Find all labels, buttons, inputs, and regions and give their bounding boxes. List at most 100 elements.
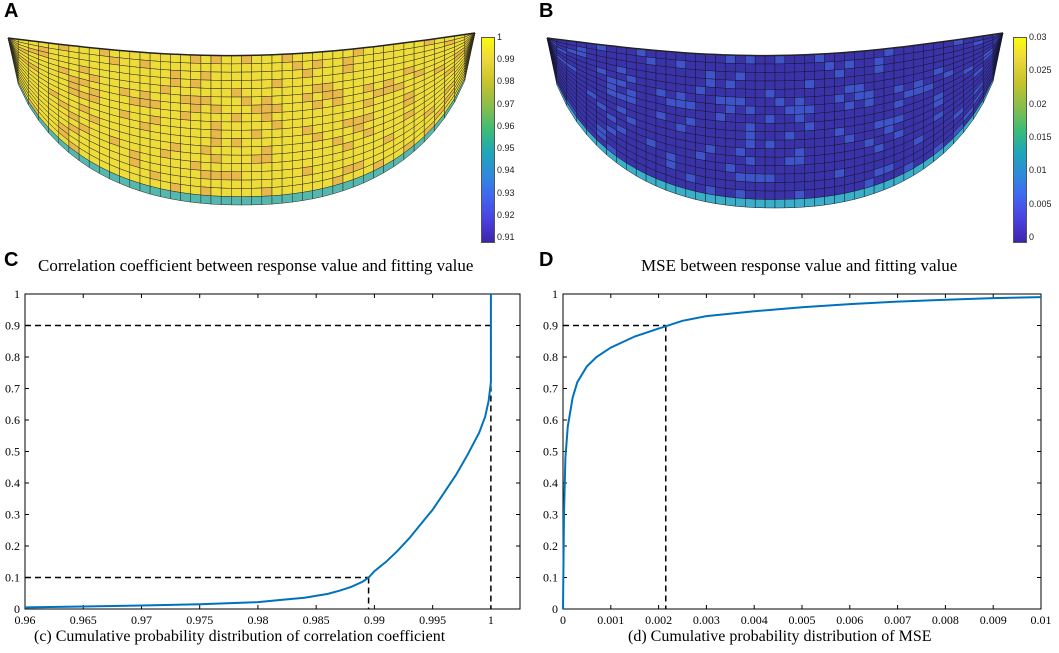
mesh-cell — [764, 106, 776, 116]
mesh-cell — [695, 101, 706, 112]
mesh-cell — [814, 120, 825, 131]
mesh-cell — [824, 86, 835, 97]
mesh-cell — [784, 71, 796, 82]
mesh-cell — [863, 57, 875, 68]
mesh-cell — [281, 135, 293, 146]
mesh-cell — [160, 108, 171, 119]
y-tick-label: 0.6 — [543, 413, 558, 427]
mesh-cell — [784, 181, 796, 192]
mesh-cell — [725, 146, 736, 157]
mesh-cell — [794, 62, 805, 73]
mesh-cell — [241, 146, 252, 156]
mesh-cell — [745, 72, 756, 82]
mesh-cell — [854, 83, 865, 93]
mesh-cell — [794, 54, 805, 64]
mesh-cell — [824, 128, 835, 139]
mesh-cell — [754, 114, 766, 124]
y-tick-label: 0.2 — [5, 539, 20, 553]
mesh-cell — [220, 55, 232, 65]
mesh-cell — [251, 104, 263, 114]
mesh-cell — [190, 193, 202, 204]
mesh-cell — [231, 55, 242, 65]
x-tick-label: 0.995 — [419, 613, 446, 627]
mesh-cell — [824, 194, 835, 206]
mesh-cell — [322, 74, 334, 85]
mesh-cell — [735, 71, 746, 81]
mesh-cell — [464, 32, 476, 81]
mesh-cell — [160, 100, 171, 111]
mesh-cell — [281, 119, 293, 130]
mesh-cell — [261, 145, 273, 156]
mesh-cell — [170, 61, 181, 71]
mesh-cell — [190, 120, 202, 130]
mesh-cell — [735, 96, 746, 107]
mesh-cell — [754, 105, 766, 116]
x-tick-label: 0.004 — [741, 613, 768, 627]
mesh-cell — [804, 180, 815, 191]
mesh-cell — [261, 137, 273, 147]
chart-c: 0.96 0.965 0.97 0.975 0.98 0.985 0.99 0.995 1 0 0.… — [5, 287, 521, 627]
mesh-cell — [824, 153, 835, 164]
mesh-cell — [119, 57, 131, 67]
mesh-cell — [241, 55, 252, 65]
mesh-cell — [834, 193, 845, 204]
mesh-cell — [231, 71, 242, 81]
mesh-cell — [292, 126, 303, 137]
mesh-cell — [794, 71, 805, 81]
mesh-cell — [774, 173, 786, 183]
mesh-cell — [685, 84, 696, 95]
mesh-cell — [210, 170, 222, 181]
mesh-cell — [774, 156, 786, 166]
mesh-cell — [180, 151, 191, 162]
mesh-cell — [735, 130, 746, 140]
y-tick-label: 0 — [14, 602, 20, 616]
mesh-cell — [735, 63, 746, 73]
mesh-cell — [180, 119, 191, 129]
mesh-cell — [190, 169, 202, 179]
mesh-cell — [251, 71, 263, 81]
mesh-cell — [231, 113, 242, 123]
mesh-cell — [271, 186, 283, 197]
mesh-cell — [190, 177, 202, 188]
mesh-cell — [220, 71, 232, 81]
mesh-cell — [784, 97, 796, 107]
mesh-cell — [292, 85, 303, 96]
mesh-cell — [754, 182, 766, 192]
mesh-a-surface — [7, 32, 476, 206]
colorbar-b — [1013, 37, 1027, 243]
mesh-cell — [725, 154, 736, 165]
mesh-cell — [745, 189, 756, 200]
x-tick-label: 0.003 — [693, 613, 720, 627]
mesh-cell — [745, 63, 756, 73]
mesh-cell — [241, 196, 252, 206]
mesh-cell — [271, 111, 283, 122]
mesh-cell — [292, 61, 303, 71]
mesh-cell — [271, 128, 283, 138]
mesh-cell — [271, 161, 283, 172]
mesh-cell — [210, 137, 222, 147]
y-tick-label: 0.2 — [543, 539, 558, 553]
mesh-cell — [190, 79, 202, 89]
mesh-cell — [200, 54, 212, 64]
mesh-cell — [814, 179, 825, 190]
mesh-cell — [764, 139, 776, 149]
mesh-cell — [200, 112, 212, 122]
x-tick-label: 0.99 — [364, 613, 385, 627]
mesh-cell — [149, 76, 161, 86]
mesh-cell — [251, 129, 263, 139]
mesh-cell — [784, 190, 796, 200]
mesh-cell — [675, 67, 687, 78]
mesh-cell — [271, 145, 283, 155]
mesh-cell — [241, 138, 252, 148]
mesh-cell — [774, 63, 786, 73]
y-tick-label: 0.4 — [543, 476, 558, 490]
colorbar-tick: 0.025 — [1029, 65, 1052, 76]
mesh-cell — [190, 144, 202, 155]
mesh-cell — [160, 77, 171, 87]
mesh-cell — [784, 156, 796, 166]
mesh-cell — [231, 171, 242, 181]
mesh-cell — [139, 75, 151, 85]
mesh-cell — [261, 95, 273, 106]
mesh-cell — [705, 94, 716, 105]
mesh-cell — [715, 70, 726, 81]
